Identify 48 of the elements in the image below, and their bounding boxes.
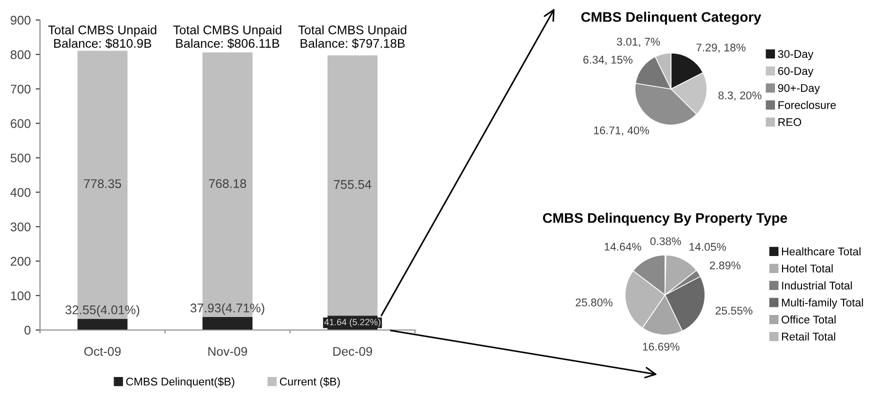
y-tick-label: 500 [10, 154, 30, 162]
data-label: 2.89% [710, 261, 740, 270]
total-label: Total CMBS Unpaid Balance: $806.11B [173, 25, 282, 49]
y-tick-label: 300 [10, 222, 30, 232]
y-tick-label: 400 [10, 188, 30, 197]
data-label: 37.93(4.71%) [190, 303, 264, 315]
data-label: 32.55(4.01%) [65, 305, 140, 317]
data-label: 6.34, 15% [583, 56, 632, 65]
data-label: 8.3, 20% [718, 91, 762, 101]
y-tick-label: 600 [10, 119, 30, 128]
legend-label: Hotel Total [782, 264, 833, 272]
data-label: 3.01, 7% [616, 38, 660, 47]
data-label: 16.71, 40% [594, 126, 650, 136]
data-label: 25.55% [716, 306, 752, 315]
y-tick-label: 100 [11, 291, 30, 300]
x-tick-label: Dec-09 [333, 346, 372, 356]
data-label: 7.29, 18% [696, 44, 746, 53]
legend-label: CMBS Delinquent($B) [126, 377, 234, 388]
legend-label: 60-Day [778, 67, 814, 78]
y-tick-label: 200 [10, 256, 30, 266]
data-label: 0.38% [650, 237, 681, 246]
x-tick-label: Nov-09 [208, 346, 248, 356]
legend-label: 90+-Day [778, 84, 820, 94]
y-tick-label: 800 [10, 50, 30, 60]
legend-label: Office Total [782, 315, 836, 324]
chart-title: CMBS Delinquency By Property Type [542, 212, 788, 226]
legend-label: Current ($B) [280, 377, 340, 388]
data-label: 755.54 [334, 180, 372, 189]
legend-label: Foreclosure [778, 100, 836, 110]
legend-label: Multi-family Total [782, 298, 863, 309]
legend-label: 30-Day [778, 50, 814, 60]
data-label: 16.69% [642, 342, 680, 351]
y-tick-label: 0 [24, 326, 30, 335]
legend-label: Healthcare Total [782, 247, 860, 256]
x-tick-label: Oct-09 [84, 346, 121, 356]
y-tick-label: 900 [10, 16, 30, 25]
data-label: 14.64% [604, 242, 642, 251]
data-label: 25.80% [576, 298, 612, 306]
data-label: 14.05% [690, 242, 726, 251]
chart-title: CMBS Delinquent Category [581, 12, 762, 25]
data-label: 778.35 [84, 179, 122, 188]
legend-label: Industrial Total [782, 281, 852, 290]
total-label: Total CMBS Unpaid Balance: $797.18B [298, 25, 406, 49]
y-tick-label: 700 [10, 84, 30, 94]
legend-label: Retail Total [782, 332, 836, 341]
total-label: Total CMBS Unpaid Balance: $810.9B [48, 25, 156, 49]
legend-label: REO [778, 118, 802, 126]
data-label: 768.18 [209, 179, 246, 188]
